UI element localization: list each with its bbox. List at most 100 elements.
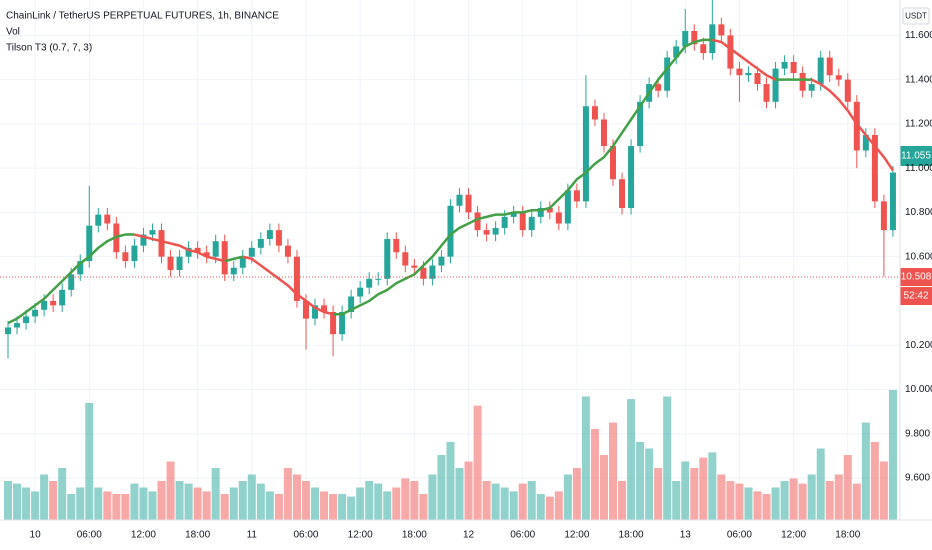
candle-body xyxy=(393,238,400,253)
volume-bar xyxy=(13,483,22,520)
candle-body xyxy=(302,300,309,319)
candle-body xyxy=(600,119,607,147)
volume-bar xyxy=(103,491,112,520)
volume-bar xyxy=(193,487,202,520)
volume-bar xyxy=(834,474,843,520)
candle-body xyxy=(23,316,30,324)
volume-bar xyxy=(762,494,771,520)
currency-box[interactable] xyxy=(902,7,930,25)
t3-line xyxy=(7,38,894,325)
candle-body xyxy=(185,247,192,257)
candle-body xyxy=(284,245,291,257)
volume-bar xyxy=(40,474,49,520)
candle-body xyxy=(519,212,526,231)
volume-bar xyxy=(798,483,807,520)
volume-bar xyxy=(401,478,410,520)
candle-body xyxy=(330,312,337,335)
candle-body xyxy=(736,68,743,76)
volume-bar xyxy=(383,491,392,520)
candle-body xyxy=(510,212,517,217)
volume-bar xyxy=(581,396,590,520)
candle-body xyxy=(591,106,598,120)
candle-body xyxy=(5,327,11,335)
candle-body xyxy=(384,238,391,279)
candle-body xyxy=(799,73,806,91)
candle-body xyxy=(194,247,201,253)
volume-bar xyxy=(157,481,166,520)
y-tick-label: 10.200 xyxy=(905,340,932,351)
price-line-label: 10.508 xyxy=(901,272,932,283)
t3-legend: Tilson T3 (0.7, 7, 3) xyxy=(6,43,92,54)
candle-body xyxy=(619,179,626,208)
candle-body xyxy=(104,214,111,224)
x-tick-label: 06:00 xyxy=(727,530,752,541)
x-tick-label: 12 xyxy=(463,530,475,541)
candle-body xyxy=(176,256,183,270)
volume-bar xyxy=(410,481,419,520)
volume-bar xyxy=(139,487,148,520)
volume-bar xyxy=(500,487,509,520)
candle-body xyxy=(32,309,39,317)
candle-body xyxy=(456,194,463,206)
candle-body xyxy=(808,84,815,91)
candle-body xyxy=(582,106,589,202)
candle-body xyxy=(790,61,797,74)
volume-bar xyxy=(771,487,780,520)
volume-bar xyxy=(843,455,852,520)
volume-bar xyxy=(609,422,618,520)
volume-bar xyxy=(4,481,12,520)
volume-bar xyxy=(211,468,220,520)
t3-line xyxy=(224,255,244,263)
volume-bar xyxy=(274,494,283,520)
candle-body xyxy=(727,35,734,69)
volume-bar xyxy=(726,481,735,520)
candle-body xyxy=(889,172,896,231)
volume-bar xyxy=(681,461,690,520)
candle-body xyxy=(826,57,833,76)
candle-body xyxy=(447,205,454,257)
candle-body xyxy=(700,44,707,54)
x-tick-label: 18:00 xyxy=(185,530,210,541)
volume-bar xyxy=(31,491,40,520)
volume-bar xyxy=(49,481,58,520)
volume-bar xyxy=(645,448,654,520)
candle-body xyxy=(50,300,57,306)
volume-bar xyxy=(428,474,437,520)
volume-bar xyxy=(590,429,599,520)
candle-body xyxy=(655,84,662,91)
candle-body xyxy=(257,238,264,248)
volume-bar xyxy=(527,481,536,520)
candle-body xyxy=(438,256,445,266)
volume-bar xyxy=(292,474,301,520)
x-tick-label: 12:00 xyxy=(781,530,806,541)
candle-body xyxy=(14,323,21,328)
countdown-box xyxy=(900,287,932,306)
candle-body xyxy=(95,214,102,226)
volume-bar xyxy=(654,468,663,520)
volume-bar xyxy=(365,481,374,520)
volume-bar xyxy=(121,494,130,520)
candle-body xyxy=(673,46,680,58)
candle-body xyxy=(293,256,300,301)
candle-body xyxy=(537,208,544,217)
candle-body xyxy=(131,245,138,262)
volume-bar xyxy=(636,442,645,520)
price-line-box xyxy=(900,268,932,287)
volume-bar xyxy=(446,442,455,520)
volume-bar xyxy=(509,491,518,520)
candle-body xyxy=(835,75,842,80)
volume-bar xyxy=(301,481,310,520)
candle-body xyxy=(871,134,878,202)
volume-bar xyxy=(852,483,861,520)
t3-line xyxy=(811,78,894,172)
candle-body xyxy=(763,84,770,102)
y-tick-label: 10.600 xyxy=(905,251,932,262)
candle-body xyxy=(492,227,499,235)
volume-bar xyxy=(888,390,897,520)
currency[interactable]: USDT xyxy=(905,12,927,21)
overlays: 10.508 52:42 11.055 xyxy=(0,146,932,306)
candle-body xyxy=(348,296,355,312)
volume-bar xyxy=(482,481,491,520)
y-tick-label: 11.600 xyxy=(905,30,932,41)
volume-bar xyxy=(599,455,608,520)
